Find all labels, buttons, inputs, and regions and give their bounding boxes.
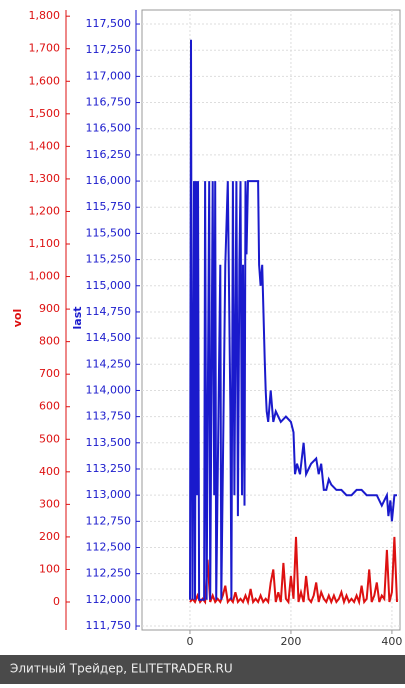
y-tick-label: 116,250 [86, 148, 132, 161]
y-tick-label: 114,500 [86, 331, 132, 344]
y2-tick-label: 1,200 [29, 204, 61, 217]
y-tick-label: 115,000 [86, 279, 132, 292]
y-tick-label: 117,500 [86, 17, 132, 30]
y-axis-title: last [71, 307, 84, 330]
y-tick-label: 117,000 [86, 69, 132, 82]
y-tick-label: 112,250 [86, 567, 132, 580]
y2-tick-label: 900 [39, 302, 60, 315]
y2-tick-label: 1,800 [29, 9, 61, 22]
y2-tick-label: 1,300 [29, 172, 61, 185]
y-tick-label: 112,500 [86, 541, 132, 554]
y2-tick-label: 1,100 [29, 237, 61, 250]
footer-bar [0, 655, 405, 684]
y-tick-label: 114,250 [86, 357, 132, 370]
x-tick-label: 0 [186, 635, 193, 648]
y-tick-label: 113,750 [86, 410, 132, 423]
y2-tick-label: 500 [39, 432, 60, 445]
y2-tick-label: 1,000 [29, 270, 61, 283]
y2-tick-label: 1,500 [29, 107, 61, 120]
y-tick-label: 115,250 [86, 253, 132, 266]
y2-tick-label: 400 [39, 465, 60, 478]
y2-tick-label: 800 [39, 335, 60, 348]
y-tick-label: 111,750 [86, 619, 132, 632]
y-tick-label: 116,750 [86, 96, 132, 109]
y-tick-label: 113,000 [86, 488, 132, 501]
footer-text: Элитный Трейдер, ELITETRADER.RU [10, 662, 233, 676]
x-tick-label: 400 [381, 635, 402, 648]
y-tick-label: 116,000 [86, 174, 132, 187]
y2-tick-label: 100 [39, 562, 60, 575]
y-tick-label: 113,500 [86, 436, 132, 449]
y-tick-label: 114,000 [86, 383, 132, 396]
y2-tick-label: 600 [39, 400, 60, 413]
y-tick-label: 112,750 [86, 514, 132, 527]
y2-axis-title: vol [11, 309, 24, 328]
y2-tick-label: 200 [39, 530, 60, 543]
x-tick-label: 200 [280, 635, 301, 648]
y-tick-label: 115,750 [86, 200, 132, 213]
y-tick-label: 113,250 [86, 462, 132, 475]
y2-tick-label: 300 [39, 497, 60, 510]
y-tick-label: 115,500 [86, 226, 132, 239]
y2-tick-label: 1,400 [29, 139, 61, 152]
y-tick-label: 116,500 [86, 122, 132, 135]
plot-area [141, 9, 401, 631]
y2-tick-label: 700 [39, 367, 60, 380]
y2-tick-label: 1,600 [29, 74, 61, 87]
y-tick-label: 117,250 [86, 43, 132, 56]
series-line [189, 536, 398, 606]
y2-tick-label: 1,700 [29, 42, 61, 55]
y-tick-label: 114,750 [86, 305, 132, 318]
y2-tick-label: 0 [53, 595, 60, 608]
y-tick-label: 112,000 [86, 593, 132, 606]
series-line [189, 39, 397, 601]
